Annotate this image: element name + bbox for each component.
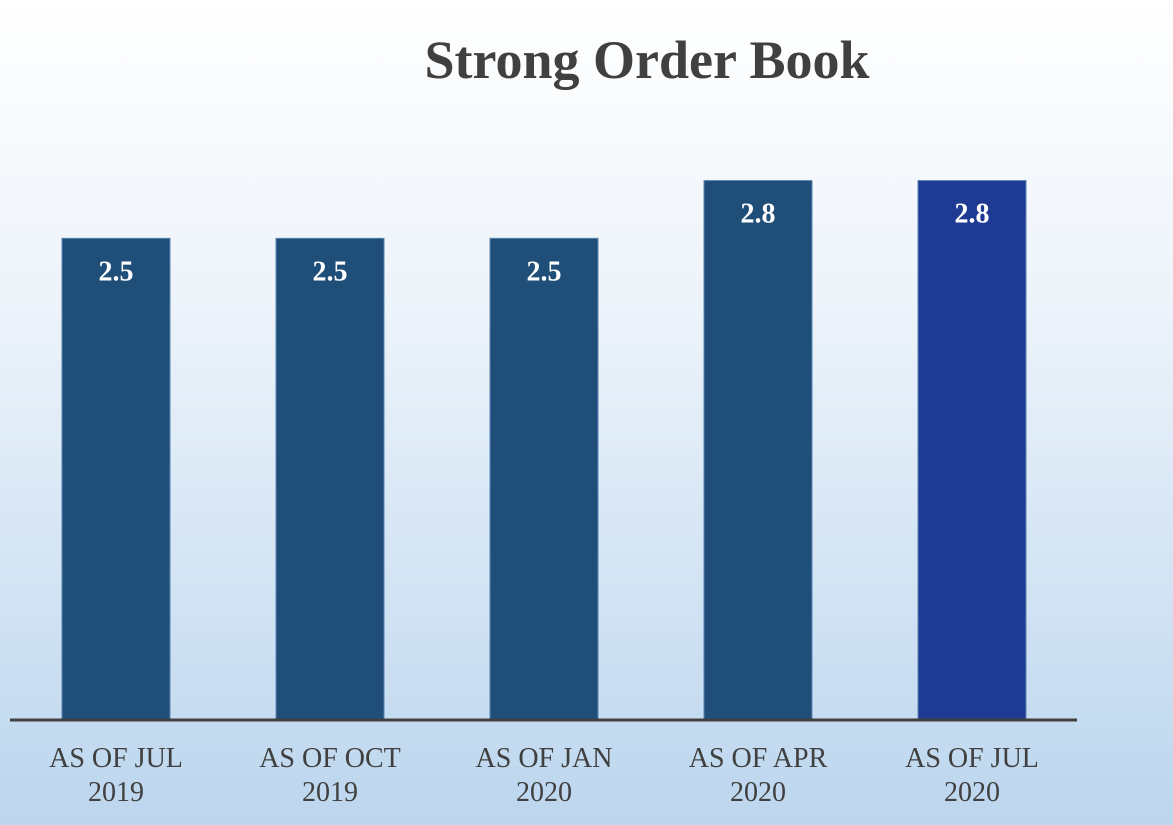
chart-title: Strong Order Book — [424, 30, 869, 90]
x-tick-label: AS OF JAN 2020 — [475, 743, 613, 808]
x-tick-label: AS OF APR 2020 — [688, 743, 828, 808]
x-tick-label: AS OF JUL 2020 — [905, 743, 1039, 808]
bar — [489, 237, 599, 721]
value-label: 2.5 — [99, 256, 134, 287]
bar — [275, 237, 385, 721]
x-tick-label: AS OF OCT 2019 — [259, 743, 401, 808]
value-label: 2.8 — [955, 199, 990, 230]
bar — [917, 180, 1027, 721]
bar — [703, 180, 813, 721]
value-label: 2.5 — [527, 256, 562, 287]
x-tick-label: AS OF JUL 2019 — [49, 743, 183, 808]
value-label: 2.5 — [313, 256, 348, 287]
value-label: 2.8 — [741, 199, 776, 230]
bar — [61, 237, 171, 721]
